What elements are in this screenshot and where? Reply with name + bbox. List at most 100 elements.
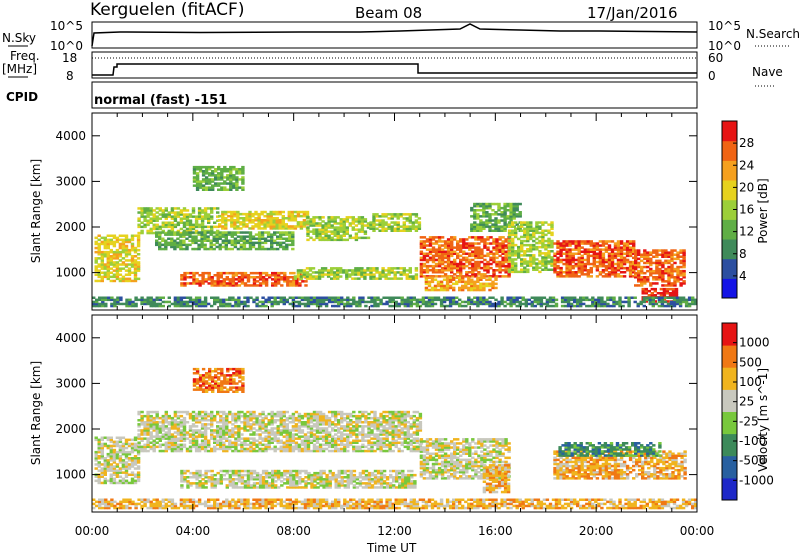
heatmap-cell — [241, 168, 245, 171]
heatmap-cell — [94, 463, 98, 466]
heatmap-cell — [452, 282, 456, 286]
heatmap-cell — [425, 264, 430, 268]
heatmap-cell — [512, 211, 516, 214]
heatmap-cell — [526, 264, 530, 267]
heatmap-cell — [182, 213, 187, 216]
heatmap-cell — [346, 304, 350, 308]
heatmap-cell — [640, 255, 644, 258]
heatmap-cell — [637, 278, 641, 281]
heatmap-cell — [551, 300, 556, 304]
heatmap-cell — [137, 445, 141, 449]
heatmap-cell — [667, 276, 671, 279]
heatmap-cell — [428, 236, 433, 239]
heatmap-cell — [482, 300, 486, 304]
heatmap-cell — [136, 465, 141, 468]
heatmap-cell — [483, 240, 487, 243]
heatmap-cell — [217, 182, 221, 185]
heatmap-cell — [619, 271, 624, 274]
heatmap-cell — [679, 282, 683, 285]
heatmap-cell — [408, 229, 412, 232]
heatmap-cell — [149, 437, 153, 440]
heatmap-cell — [197, 431, 202, 434]
heatmap-cell — [179, 421, 184, 424]
heatmap-cell — [468, 248, 472, 251]
heatmap-cell — [164, 419, 168, 422]
heatmap-cell — [500, 298, 504, 302]
heatmap-cell — [529, 262, 533, 265]
heatmap-cell — [213, 429, 217, 432]
heatmap-cell — [500, 300, 504, 304]
heatmap-cell — [149, 416, 153, 420]
heatmap-cell — [506, 296, 510, 299]
heatmap-cell — [327, 300, 332, 304]
heatmap-cell — [161, 209, 165, 212]
heatmap-cell — [414, 213, 419, 216]
heatmap-cell — [276, 235, 280, 238]
heatmap-cell — [149, 445, 153, 449]
heatmap-cell — [378, 275, 382, 278]
heatmap-cell — [229, 176, 233, 179]
heatmap-cell — [452, 300, 456, 304]
heatmap-cell — [473, 213, 477, 216]
heatmap-cell — [514, 233, 518, 237]
heatmap-cell — [468, 258, 472, 262]
heatmap-cell — [218, 235, 222, 238]
heatmap-cell — [357, 269, 361, 272]
heatmap-cell — [652, 271, 656, 275]
heatmap-cell — [488, 229, 492, 232]
heatmap-cell — [400, 300, 404, 304]
heatmap-cell — [336, 275, 340, 278]
heatmap-cell — [100, 452, 104, 456]
heatmap-cell — [477, 266, 481, 270]
heatmap-cell — [146, 449, 150, 453]
heatmap-cell — [222, 300, 226, 304]
heatmap-cell — [610, 273, 615, 276]
heatmap-cell — [118, 440, 123, 444]
heatmap-cell — [514, 221, 518, 224]
heatmap-cell — [222, 271, 226, 275]
heatmap-cell — [167, 441, 171, 444]
heatmap-cell — [100, 279, 104, 283]
heatmap-cell — [470, 278, 474, 281]
heatmap-cell — [161, 416, 165, 420]
heatmap-cell — [283, 280, 287, 283]
heatmap-cell — [390, 269, 394, 272]
heatmap-cell — [230, 221, 234, 224]
heatmap-cell — [333, 226, 337, 229]
heatmap-cell — [137, 412, 141, 416]
heatmap-cell — [673, 278, 677, 281]
heatmap-cell — [498, 271, 502, 274]
heatmap-cell — [529, 233, 533, 237]
heatmap-cell — [495, 275, 499, 278]
heatmap-cell — [360, 271, 364, 274]
heatmap-cell — [173, 421, 178, 424]
heatmap-cell — [299, 214, 304, 218]
heatmap-cell — [179, 245, 183, 249]
heatmap-cell — [632, 266, 636, 270]
heatmap-cell — [498, 242, 502, 245]
heatmap-cell — [249, 433, 253, 436]
heatmap-cell — [592, 262, 596, 266]
heatmap-cell — [219, 419, 223, 422]
heatmap-cell — [408, 219, 412, 222]
heatmap-cell — [282, 247, 286, 251]
heatmap-cell — [501, 264, 505, 268]
heatmap-cell — [315, 216, 319, 219]
heatmap-cell — [657, 300, 662, 304]
heatmap-cell — [273, 296, 277, 299]
heatmap-cell — [379, 298, 383, 302]
heatmap-cell — [309, 220, 313, 223]
heatmap-cell — [387, 273, 391, 276]
heatmap-cell — [560, 300, 565, 304]
heatmap-cell — [152, 429, 156, 432]
heatmap-cell — [550, 245, 554, 249]
heatmap-cell — [191, 302, 196, 306]
heatmap-cell — [661, 284, 665, 287]
heatmap-cell — [573, 298, 577, 302]
heatmap-cell — [158, 207, 162, 210]
heatmap-cell — [660, 304, 665, 308]
heatmap-cell — [494, 229, 498, 232]
heatmap-cell — [146, 213, 150, 216]
heatmap-cell — [514, 235, 518, 239]
heatmap-cell — [576, 298, 580, 302]
